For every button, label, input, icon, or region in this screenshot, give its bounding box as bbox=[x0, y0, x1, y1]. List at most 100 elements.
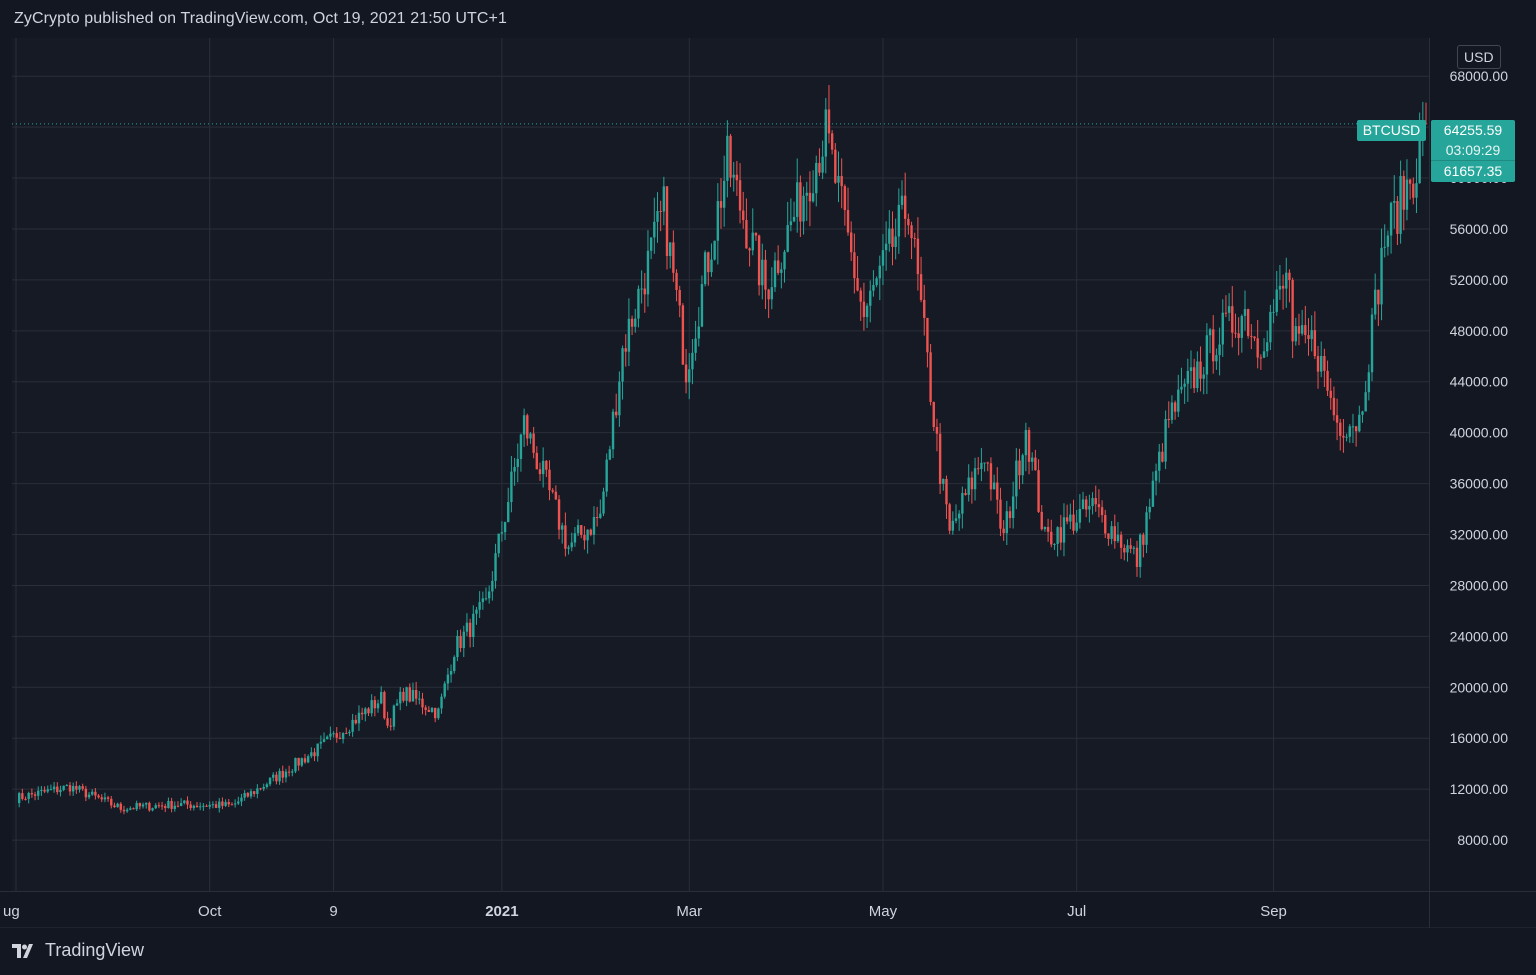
candle-body bbox=[487, 591, 491, 599]
candle-body bbox=[1237, 333, 1240, 338]
candle-body bbox=[951, 520, 955, 531]
candle-body bbox=[738, 180, 742, 211]
candle-body bbox=[272, 774, 275, 778]
candle-body bbox=[526, 415, 529, 439]
candle-body bbox=[1202, 374, 1205, 379]
candle-body bbox=[1081, 499, 1085, 509]
candle-body bbox=[291, 771, 294, 773]
candle-body bbox=[1335, 415, 1339, 423]
currency-badge[interactable]: USD bbox=[1457, 45, 1501, 69]
candle-body bbox=[938, 433, 942, 484]
candle-body bbox=[703, 252, 707, 285]
candle-body bbox=[1380, 247, 1383, 305]
candle-body bbox=[119, 803, 122, 810]
x-tick-label: ug bbox=[3, 903, 20, 920]
candle-body bbox=[646, 250, 650, 295]
candle-body bbox=[1332, 397, 1336, 416]
candle-body bbox=[106, 797, 110, 799]
candle-body bbox=[916, 238, 920, 275]
candle-body bbox=[332, 733, 335, 735]
candle-body bbox=[840, 176, 843, 187]
candle-body bbox=[1189, 367, 1193, 371]
candle-body bbox=[767, 289, 770, 300]
candle-body bbox=[446, 674, 450, 684]
candle-body bbox=[62, 785, 65, 790]
candle-body bbox=[392, 705, 396, 727]
candle-body bbox=[1173, 402, 1177, 412]
x-tick-label: May bbox=[869, 903, 898, 920]
candle-body bbox=[427, 709, 431, 712]
top-bar: ZyCrypto published on TradingView.com, O… bbox=[0, 0, 1536, 38]
candle-body bbox=[621, 348, 624, 382]
candle-body bbox=[370, 700, 373, 714]
candle-body bbox=[116, 803, 119, 808]
candle-body bbox=[1275, 289, 1278, 312]
candle-body bbox=[59, 789, 62, 793]
candle-body bbox=[1358, 414, 1361, 432]
candle-body bbox=[678, 290, 681, 306]
candle-body bbox=[87, 794, 91, 798]
tradingview-logo[interactable]: TradingView bbox=[12, 940, 144, 961]
candle-body bbox=[179, 802, 183, 806]
candle-body bbox=[1329, 390, 1332, 398]
y-tick-label: 16000.00 bbox=[1450, 730, 1509, 746]
candle-body bbox=[468, 622, 472, 638]
candle-body bbox=[1059, 527, 1062, 543]
candle-body bbox=[684, 364, 688, 383]
candle-body bbox=[615, 411, 618, 416]
candle-body bbox=[805, 192, 808, 196]
candle-body bbox=[1145, 512, 1148, 545]
publisher-line: ZyCrypto published on TradingView.com, O… bbox=[14, 10, 507, 27]
candle-body bbox=[1227, 306, 1231, 313]
candle-body bbox=[252, 791, 256, 794]
candle-body bbox=[294, 757, 297, 772]
candle-body bbox=[198, 806, 202, 808]
candle-body bbox=[1281, 285, 1285, 289]
candle-body bbox=[1212, 329, 1215, 362]
candle-body bbox=[872, 285, 875, 291]
candle-body bbox=[894, 236, 897, 248]
y-tick-label: 8000.00 bbox=[1457, 832, 1508, 848]
candle-body bbox=[132, 808, 135, 810]
candle-body bbox=[129, 808, 132, 810]
y-tick-label: 56000.00 bbox=[1450, 221, 1509, 237]
candle-body bbox=[1396, 201, 1399, 234]
candle-body bbox=[567, 547, 570, 549]
candle-body bbox=[691, 352, 694, 370]
candle-body bbox=[1053, 543, 1056, 545]
candle-body bbox=[491, 580, 494, 592]
y-tick-label: 32000.00 bbox=[1450, 527, 1509, 543]
candle-body bbox=[484, 598, 488, 600]
candle-body bbox=[329, 733, 332, 737]
candle-body bbox=[1294, 326, 1297, 342]
candle-body bbox=[256, 788, 259, 794]
candle-body bbox=[1138, 534, 1142, 567]
candle-body bbox=[373, 700, 377, 709]
candle-body bbox=[240, 797, 243, 802]
candle-body bbox=[1164, 419, 1167, 462]
x-tick-label: Sep bbox=[1260, 903, 1287, 920]
candle-body bbox=[1199, 361, 1202, 379]
candle-body bbox=[1123, 547, 1126, 553]
candle-body bbox=[1062, 517, 1066, 543]
candle-body bbox=[640, 288, 643, 290]
y-tick-label: 40000.00 bbox=[1450, 425, 1509, 441]
candle-body bbox=[37, 790, 40, 796]
candle-body bbox=[21, 793, 24, 799]
candle-body bbox=[1364, 392, 1367, 412]
candle-body bbox=[1389, 202, 1393, 236]
candle-body bbox=[599, 513, 602, 518]
candle-body bbox=[1278, 285, 1282, 290]
candle-body bbox=[942, 478, 945, 484]
candle-body bbox=[926, 317, 929, 353]
candle-body bbox=[1269, 311, 1272, 343]
candle-body bbox=[27, 793, 30, 799]
candle-body bbox=[40, 790, 43, 792]
candle-body bbox=[551, 490, 554, 492]
candle-body bbox=[249, 791, 253, 797]
candle-body bbox=[624, 348, 627, 352]
candle-body bbox=[202, 805, 205, 807]
candle-body bbox=[268, 777, 272, 785]
candle-body bbox=[843, 186, 847, 211]
